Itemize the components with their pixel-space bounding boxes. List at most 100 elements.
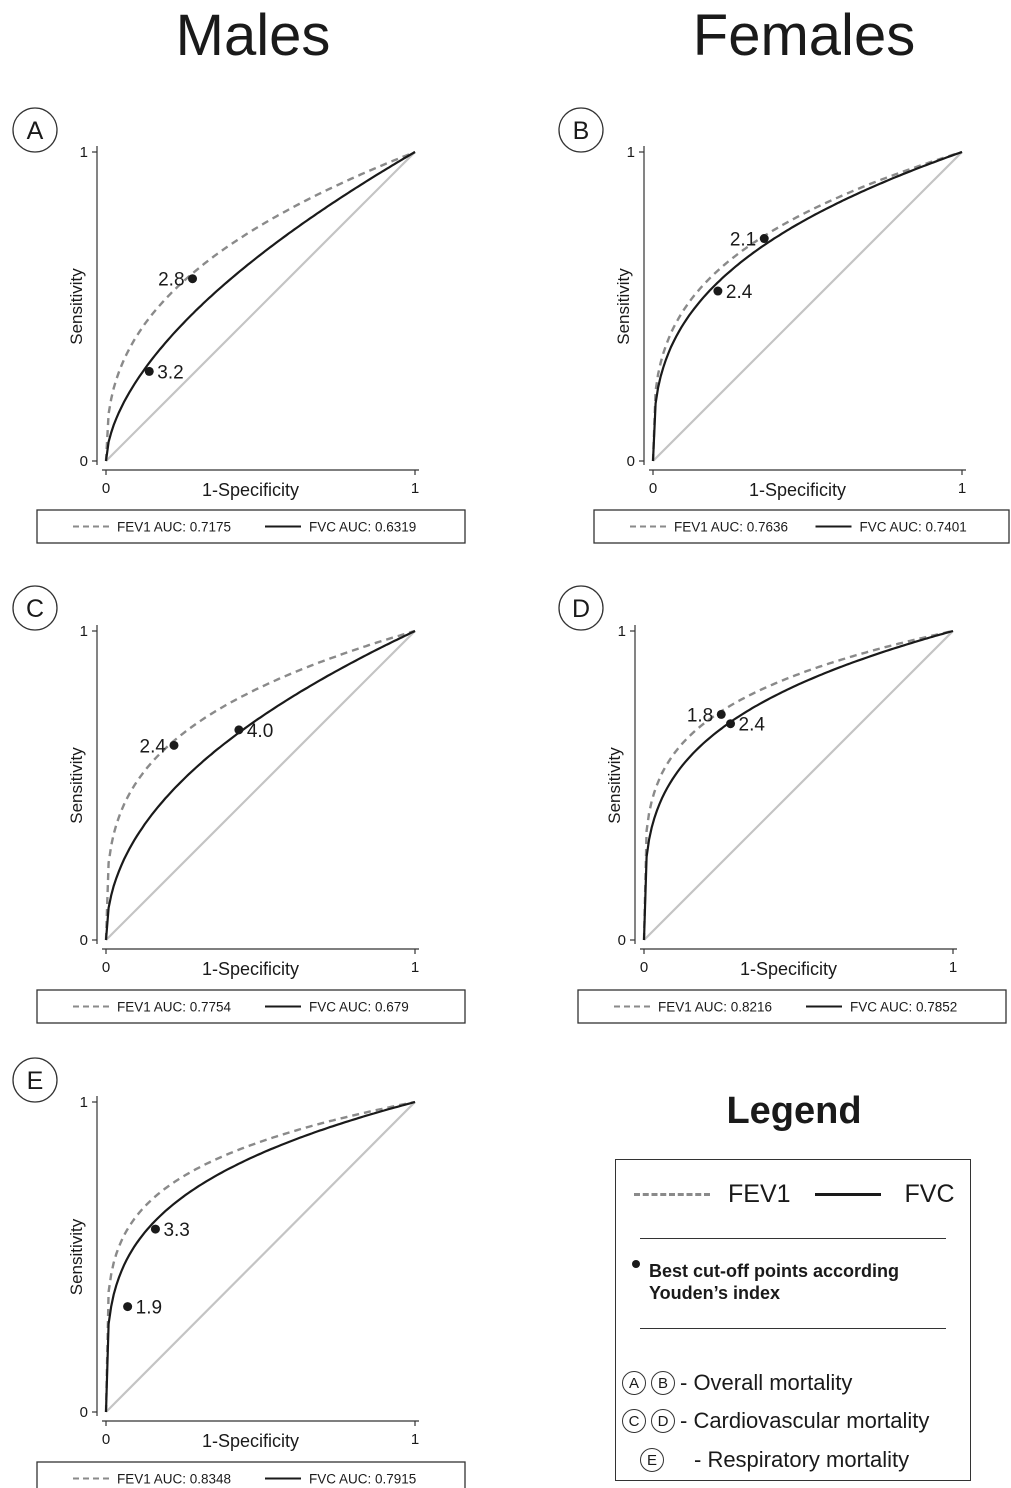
reference-diagonal bbox=[105, 630, 416, 941]
cutoff-label: 4.0 bbox=[247, 721, 273, 742]
legend-fvc-auc: FVC AUC: 0.679 bbox=[309, 1000, 409, 1015]
legend-item-text: - Overall mortality bbox=[680, 1370, 853, 1395]
x-tick-label: 1 bbox=[411, 959, 419, 976]
x-axis-label: 1-Specificity bbox=[740, 959, 837, 979]
y-axis-label: Sensitivity bbox=[67, 747, 86, 824]
x-axis-label: 1-Specificity bbox=[202, 959, 299, 979]
legend-item-respiratory: E - Respiratory mortality bbox=[622, 1447, 909, 1473]
legend-fev1-auc: FEV1 AUC: 0.7175 bbox=[117, 520, 231, 535]
reference-diagonal bbox=[105, 151, 416, 462]
x-tick-label: 1 bbox=[958, 480, 966, 497]
y-axis-label: Sensitivity bbox=[67, 268, 86, 345]
reference-diagonal bbox=[105, 1101, 416, 1413]
y-tick-label: 0 bbox=[80, 932, 88, 949]
legend-fvc-label: FVC bbox=[904, 1180, 955, 1208]
legend-fvc-auc: FVC AUC: 0.7401 bbox=[860, 520, 967, 535]
x-tick-label: 1 bbox=[411, 480, 419, 497]
x-axis-label: 1-Specificity bbox=[749, 480, 846, 500]
cutoff-label: 2.4 bbox=[739, 715, 766, 736]
legend-item-text: - Respiratory mortality bbox=[694, 1447, 910, 1472]
panel-legend: FEV1 AUC: 0.8216 FVC AUC: 0.7852 bbox=[577, 989, 1007, 1024]
cutoff-point bbox=[234, 725, 244, 735]
roc-curve-fvc bbox=[651, 150, 963, 462]
y-tick-label: 1 bbox=[627, 144, 635, 161]
legend-fev1-label: FEV1 bbox=[728, 1180, 791, 1208]
x-tick-label: 0 bbox=[102, 1431, 110, 1448]
panel-badge-icon bbox=[12, 585, 58, 631]
panel-legend-frame bbox=[36, 509, 466, 544]
roc-panel-c: C 00 1 1 1-Specificity Sensitivity 2.4 4.0 FEV1 … bbox=[12, 585, 466, 1024]
x-tick-label: 1 bbox=[949, 959, 957, 976]
legend-item-text: - Cardiovascular mortality bbox=[680, 1408, 930, 1433]
panel-badge-icon bbox=[12, 1057, 58, 1103]
panel-letter: B bbox=[573, 117, 590, 145]
panel-letter: A bbox=[27, 117, 44, 145]
panel-letter: C bbox=[26, 595, 44, 623]
cutoff-point bbox=[188, 274, 198, 284]
badge-icon: E bbox=[640, 1448, 664, 1472]
y-tick-label: 0 bbox=[627, 453, 635, 470]
legend-divider bbox=[640, 1328, 946, 1329]
legend-fev1-auc: FEV1 AUC: 0.7636 bbox=[674, 520, 788, 535]
y-tick-label: 0 bbox=[618, 932, 626, 949]
roc-curve-fvc bbox=[642, 629, 954, 941]
x-axis-label: 1-Specificity bbox=[202, 480, 299, 500]
fvc-line-sample bbox=[814, 1193, 881, 1196]
cutoff-label: 2.4 bbox=[140, 736, 167, 757]
legend-fvc-auc: FVC AUC: 0.6319 bbox=[309, 520, 416, 535]
legend-cutoff-note: Best cut-off points according Youden’s i… bbox=[649, 1261, 900, 1303]
legend-heading: Legend bbox=[726, 1090, 862, 1132]
y-tick-label: 1 bbox=[80, 144, 88, 161]
legend-fev1-auc: FEV1 AUC: 0.7754 bbox=[117, 1000, 232, 1015]
panel-legend: FEV1 AUC: 0.8348 FVC AUC: 0.7915 bbox=[36, 1461, 466, 1488]
cutoff-label: 2.1 bbox=[730, 230, 756, 251]
roc-curve-fvc bbox=[104, 630, 416, 941]
x-tick-label: 0 bbox=[640, 959, 648, 976]
y-axis-label: Sensitivity bbox=[614, 268, 633, 345]
y-tick-label: 1 bbox=[80, 623, 88, 640]
y-axis-label: Sensitivity bbox=[67, 1218, 86, 1295]
cutoff-label: 2.4 bbox=[726, 282, 753, 303]
roc-curve-fev1 bbox=[651, 150, 963, 462]
x-axis-label: 1-Specificity bbox=[202, 1431, 299, 1451]
badge-icon: D bbox=[651, 1409, 675, 1433]
x-tick-label: 1 bbox=[411, 1431, 419, 1448]
legend-fvc-auc: FVC AUC: 0.7852 bbox=[850, 1000, 957, 1015]
y-tick-label: 1 bbox=[80, 1094, 88, 1111]
panel-legend: FEV1 AUC: 0.7636 FVC AUC: 0.7401 bbox=[593, 509, 1010, 544]
panel-legend-frame bbox=[577, 989, 1007, 1024]
x-tick-label: 0 bbox=[649, 480, 657, 497]
x-tick-label: 0 bbox=[102, 480, 110, 497]
y-axis-label: Sensitivity bbox=[605, 747, 624, 824]
roc-panel-a: A 00 1 1 1-Specificity Sensitivity 2.8 3.2 FEV1 … bbox=[12, 107, 466, 544]
legend-item-overall: A B - Overall mortality bbox=[622, 1370, 852, 1396]
badge-icon: A bbox=[622, 1371, 646, 1395]
roc-curve-fvc bbox=[104, 1100, 416, 1413]
badge-icon: B bbox=[651, 1371, 675, 1395]
cutoff-point bbox=[726, 719, 736, 729]
panel-letter: D bbox=[572, 595, 590, 623]
panel-letter: E bbox=[27, 1067, 44, 1095]
roc-curve-fev1 bbox=[104, 629, 416, 941]
cutoff-label: 3.3 bbox=[163, 1220, 189, 1241]
females-column-title: Females bbox=[692, 3, 916, 68]
y-tick-label: 1 bbox=[618, 623, 626, 640]
cutoff-point bbox=[144, 366, 154, 376]
cutoff-label: 1.8 bbox=[687, 705, 713, 726]
cutoff-point bbox=[759, 234, 769, 244]
badge-icon: C bbox=[622, 1409, 646, 1433]
roc-curve-fev1 bbox=[104, 150, 416, 462]
legend-fev1-auc: FEV1 AUC: 0.8348 bbox=[117, 1472, 231, 1487]
cutoff-label: 2.8 bbox=[158, 270, 184, 291]
fev1-line-sample bbox=[634, 1193, 710, 1196]
panel-legend-frame bbox=[593, 509, 1010, 544]
legend-fvc-auc: FVC AUC: 0.7915 bbox=[309, 1472, 416, 1487]
legend-series-row: FEV1 FVC bbox=[634, 1180, 955, 1209]
legend-divider bbox=[640, 1238, 946, 1239]
reference-diagonal bbox=[652, 151, 963, 462]
y-tick-label: 0 bbox=[80, 1404, 88, 1421]
roc-curve-fvc bbox=[104, 151, 416, 462]
roc-panel-b: B 00 1 1 1-Specificity Sensitivity 2.1 2.4 FEV1 … bbox=[558, 107, 1010, 544]
reference-diagonal bbox=[643, 630, 954, 941]
